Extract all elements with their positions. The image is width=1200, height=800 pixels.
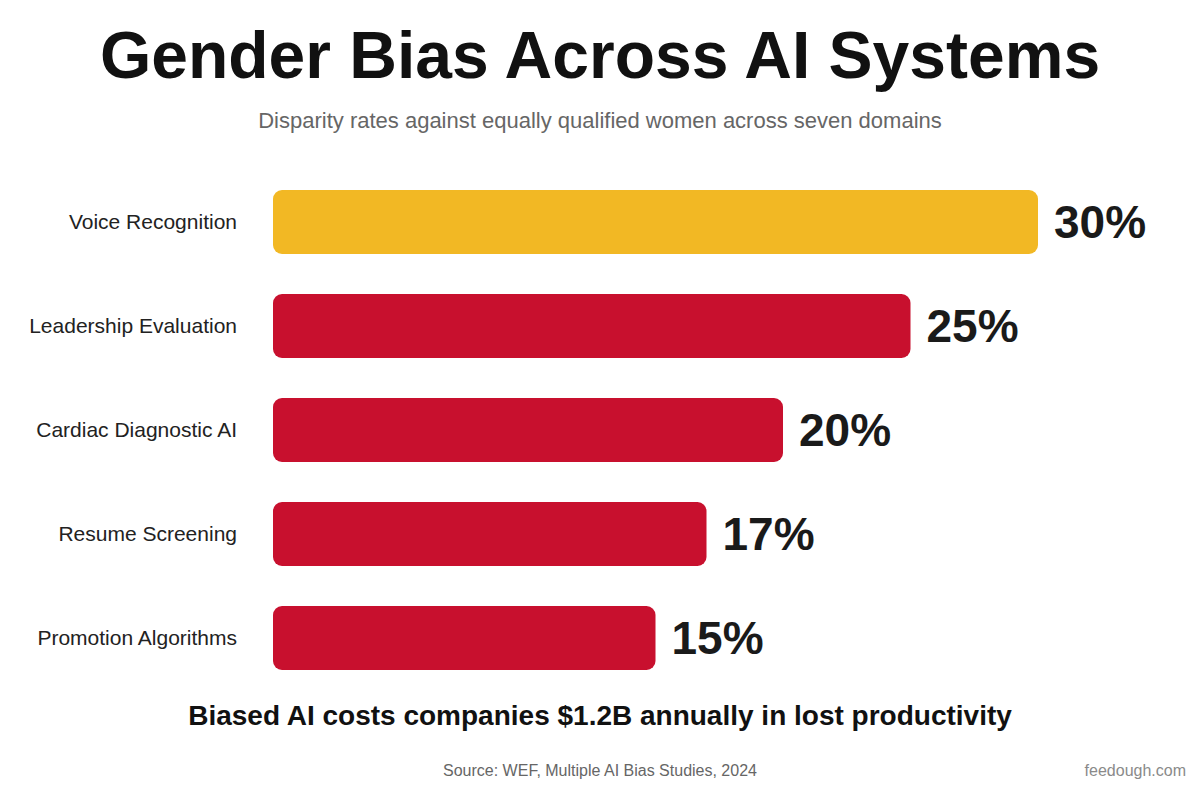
watermark: feedough.com: [1085, 762, 1186, 779]
data-label: 17%: [723, 508, 815, 560]
data-label: 30%: [1054, 196, 1146, 248]
category-label: Cardiac Diagnostic AI: [36, 418, 237, 441]
bar: [273, 606, 656, 670]
category-label: Voice Recognition: [69, 210, 237, 233]
bars: [273, 190, 1038, 670]
bar: [273, 190, 1038, 254]
data-label: 25%: [927, 300, 1019, 352]
bar: [273, 502, 707, 566]
subtitle: Disparity rates against equally qualifie…: [258, 108, 942, 133]
bar: [273, 294, 911, 358]
title: Gender Bias Across AI Systems: [100, 18, 1100, 92]
category-label: Leadership Evaluation: [29, 314, 237, 337]
category-label: Promotion Algorithms: [37, 626, 237, 649]
annotation: Biased AI costs companies $1.2B annually…: [188, 700, 1012, 731]
bar: [273, 398, 783, 462]
background: [0, 0, 1200, 800]
chart-root: Gender Bias Across AI Systems Disparity r…: [0, 0, 1200, 800]
category-label: Resume Screening: [58, 522, 237, 545]
data-label: 15%: [672, 612, 764, 664]
data-label: 20%: [799, 404, 891, 456]
source: Source: WEF, Multiple AI Bias Studies, 2…: [443, 762, 757, 779]
labels: Voice Recognition 30% Leadership Evaluatio…: [29, 196, 1146, 664]
